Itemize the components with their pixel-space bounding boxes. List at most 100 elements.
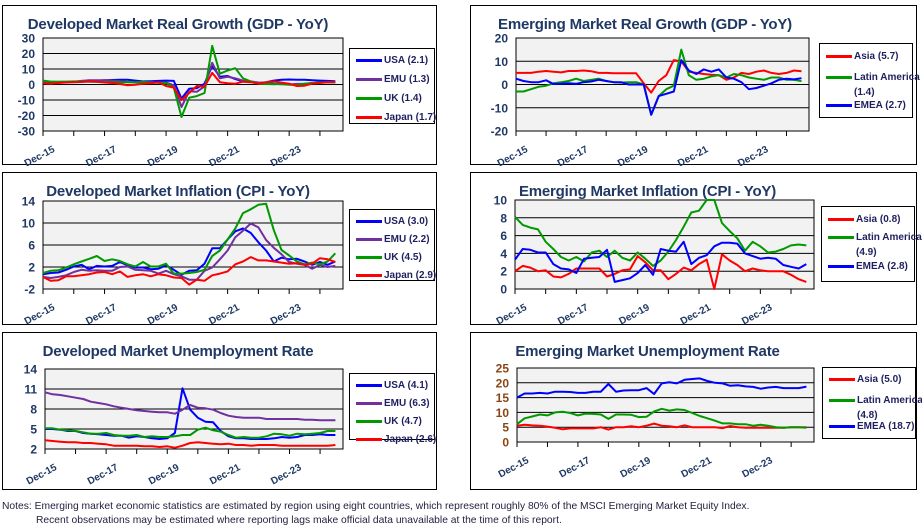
legend-label: Latin America (4.8) xyxy=(857,395,922,421)
y-tick-label: -10 xyxy=(18,94,36,108)
legend-swatch xyxy=(356,78,382,81)
x-tick-label: Dec-17 xyxy=(84,144,119,166)
notes-line-2: Recent observations may be estimated whe… xyxy=(36,515,562,526)
x-tick-label: Dec-19 xyxy=(619,455,654,480)
legend-item: Japan (2.9) xyxy=(356,268,454,283)
legend-item: Latin America (4.8) xyxy=(829,393,922,423)
y-tick-label: 0 xyxy=(502,436,509,450)
legend-item: EMEA (18.7) xyxy=(829,419,922,434)
legend-swatch xyxy=(356,438,382,441)
legend-swatch xyxy=(356,274,382,277)
legend-item: Asia (0.8) xyxy=(828,212,922,227)
legend-swatch xyxy=(826,76,852,79)
x-tick-label: Dec-17 xyxy=(558,455,593,480)
y-tick-label: 0 xyxy=(28,78,35,92)
legend-swatch xyxy=(356,59,382,62)
legend-item: USA (3.0) xyxy=(356,214,454,229)
series-line-emea xyxy=(515,59,802,116)
em-gdp-chart-panel: Emerging Market Real Growth (GDP - YoY) -… xyxy=(470,5,920,166)
chart-svg: 2 5 8 11 14 Dec-15 Dec-17 Dec-19 Dec-21 Dec-23 xyxy=(24,363,344,487)
y-tick-label: -20 xyxy=(18,109,36,123)
x-tick-label: Dec-21 xyxy=(679,302,714,326)
y-tick-label: 11 xyxy=(24,383,37,397)
series-line-emu xyxy=(42,222,336,281)
y-tick-label: 10 xyxy=(494,194,508,208)
y-tick-label: 10 xyxy=(22,63,36,77)
legend-item: USA (2.1) xyxy=(356,53,454,68)
series-line-uk xyxy=(45,426,336,439)
legend-item: UK (4.7) xyxy=(356,414,454,429)
x-tick-label: Dec-21 xyxy=(676,144,711,166)
legend-label: USA (3.0) xyxy=(384,216,429,227)
series-line-japan xyxy=(42,256,336,286)
chart-svg: -20 -10 0 10 20 Dec-15 Dec-17 Dec-19 Dec-21 Dec-2… xyxy=(491,32,810,166)
legend-label: USA (4.1) xyxy=(384,380,429,391)
chart-legend: USA (4.1) EMU (6.3) UK (4.7) Japan (2.6) xyxy=(349,373,436,445)
notes: Notes: Emerging market economic statisti… xyxy=(2,500,749,528)
x-tick-label: Dec-15 xyxy=(497,455,532,480)
legend-label: EMU (6.3) xyxy=(384,398,430,409)
y-tick-label: 6 xyxy=(28,239,35,253)
chart-legend: USA (2.1) EMU (1.3) UK (1.4) Japan (1.7) xyxy=(349,48,436,124)
legend-swatch xyxy=(828,265,854,268)
x-tick-label: Dec-23 xyxy=(740,455,775,480)
x-tick-label: Dec-23 xyxy=(736,144,771,166)
legend-swatch xyxy=(829,399,855,402)
legend-label: Japan (2.9) xyxy=(384,270,437,281)
x-tick-label: Dec-15 xyxy=(495,302,530,326)
legend-label: Japan (2.6) xyxy=(384,434,437,445)
legend-swatch xyxy=(356,420,382,423)
legend-label: EMU (2.2) xyxy=(384,234,430,245)
legend-label: UK (1.4) xyxy=(384,93,422,104)
chart-legend: Asia (5.0) Latin America (4.8) EMEA (18.7) xyxy=(822,367,922,439)
y-tick-label: 20 xyxy=(22,47,36,61)
y-tick-label: 5 xyxy=(502,421,509,435)
legend-item: Latin America (1.4) xyxy=(826,70,922,100)
legend-swatch xyxy=(829,378,855,381)
dm-cpi-chart-panel: Developed Market Inflation (CPI - YoY) -2… xyxy=(2,172,437,326)
series-line-emea xyxy=(516,377,807,399)
series-line-asia xyxy=(514,253,807,290)
legend-swatch xyxy=(356,256,382,259)
y-tick-label: 10 xyxy=(496,406,510,420)
legend-swatch xyxy=(828,236,854,239)
y-tick-label: 5 xyxy=(30,423,37,437)
chart-svg: -2 2 6 10 14 Dec-15 Dec-17 Dec-19 Dec-21 Dec-23 xyxy=(22,195,344,326)
x-tick-label: Dec-19 xyxy=(617,302,652,326)
legend-item: UK (4.5) xyxy=(356,250,454,265)
x-tick-label: Dec-15 xyxy=(23,144,58,166)
chart-title: Emerging Market Unemployment Rate xyxy=(515,343,780,360)
y-tick-label: 8 xyxy=(30,403,37,417)
y-tick-label: 14 xyxy=(24,363,38,377)
legend-item: Asia (5.7) xyxy=(826,49,922,64)
series-line-uk xyxy=(42,202,337,275)
legend-item: EMU (6.3) xyxy=(356,396,454,411)
legend-item: Asia (5.0) xyxy=(829,372,922,387)
legend-label: Latin America (4.9) xyxy=(856,232,922,258)
y-tick-label: 2 xyxy=(500,265,507,279)
legend-item: USA (4.1) xyxy=(356,378,454,393)
plot-area xyxy=(516,367,815,443)
series-line-japan xyxy=(44,439,336,449)
x-tick-label: Dec-17 xyxy=(556,302,591,326)
y-tick-label: 10 xyxy=(495,55,509,69)
x-tick-label: Dec-17 xyxy=(84,302,119,326)
legend-item: EMEA (2.8) xyxy=(828,259,922,274)
x-tick-label: Dec-21 xyxy=(207,144,242,166)
legend-item: Latin America (4.9) xyxy=(828,230,922,260)
legend-swatch xyxy=(828,218,854,221)
legend-item: UK (1.4) xyxy=(356,91,454,106)
chart-title: Emerging Market Real Growth (GDP - YoY) xyxy=(498,16,792,33)
chart-legend: USA (3.0) EMU (2.2) UK (4.5) Japan (2.9) xyxy=(349,209,436,281)
legend-item: EMEA (2.7) xyxy=(826,98,922,113)
x-tick-label: Dec-19 xyxy=(146,302,181,326)
legend-label: EMEA (2.7) xyxy=(854,100,906,111)
x-tick-label: Dec-17 xyxy=(556,144,591,166)
chart-title: Developed Market Inflation (CPI - YoY) xyxy=(46,183,310,200)
x-tick-label: Dec-15 xyxy=(25,462,60,487)
x-tick-label: Dec-15 xyxy=(496,144,531,166)
series-line-asia xyxy=(516,59,802,94)
legend-label: UK (4.5) xyxy=(384,252,422,263)
